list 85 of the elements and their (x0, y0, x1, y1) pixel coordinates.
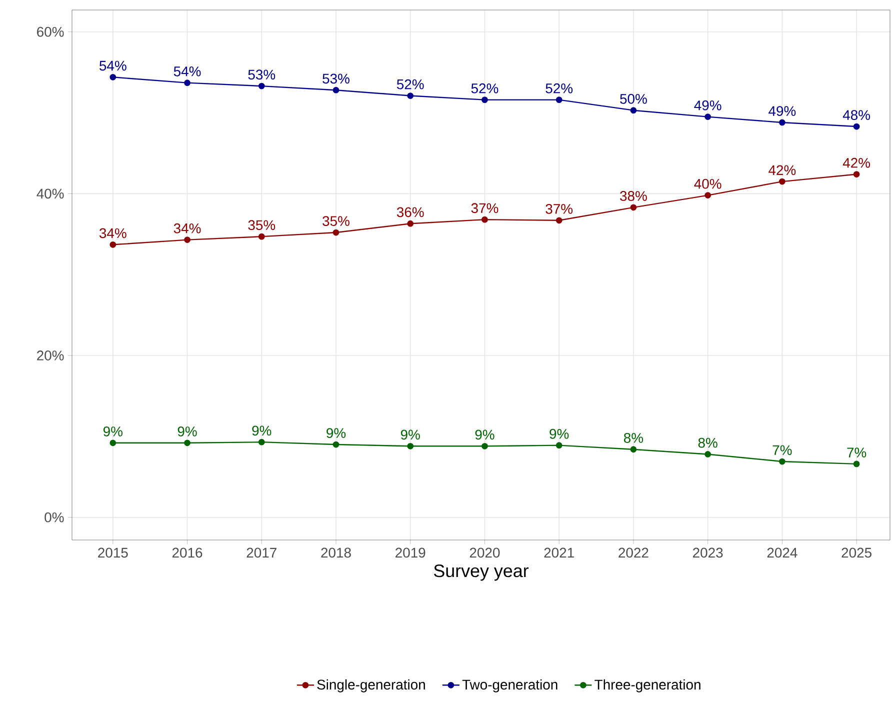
point (778, 178, 786, 185)
point (556, 217, 562, 224)
data-label: 7% (772, 445, 792, 455)
point (482, 216, 488, 223)
data-label: 8% (698, 438, 718, 448)
data-label: 50% (620, 94, 647, 104)
y-tick-label: 0% (44, 512, 64, 522)
point (332, 229, 340, 236)
data-label: 9% (400, 430, 420, 440)
data-label: 48% (842, 110, 870, 120)
x-tick-label: 2018 (321, 548, 351, 558)
data-label: 49% (694, 100, 722, 110)
data-label: 34% (99, 228, 126, 238)
point (630, 107, 637, 114)
point (258, 82, 265, 90)
data-label: 8% (624, 432, 644, 443)
point (556, 96, 562, 103)
data-label: 9% (550, 428, 569, 439)
data-label: 54% (100, 60, 126, 71)
data-label: 52% (546, 83, 573, 94)
data-label: 9% (475, 430, 494, 440)
point (704, 192, 712, 198)
x-tick-label: 2023 (693, 548, 723, 558)
point (407, 92, 414, 99)
data-label: 37% (471, 203, 498, 214)
data-label: 9% (252, 426, 272, 436)
data-label: 42% (842, 158, 870, 168)
data-label: 36% (396, 207, 424, 218)
data-label: 52% (471, 83, 498, 94)
point (778, 119, 786, 126)
data-label: 49% (768, 106, 796, 116)
data-label: 37% (546, 204, 573, 214)
point (482, 96, 488, 103)
x-axis-title: Survey year (434, 564, 529, 581)
data-label: 35% (248, 220, 276, 230)
point (110, 440, 116, 446)
point (556, 442, 562, 449)
point (258, 233, 265, 240)
point (407, 442, 414, 450)
point (407, 220, 414, 227)
data-label: 9% (178, 426, 197, 436)
point (332, 441, 340, 448)
legend-label: Three-generation (594, 679, 700, 692)
x-tick-label: 2015 (98, 548, 128, 558)
x-tick-label: 2016 (172, 548, 202, 558)
point (110, 74, 116, 80)
data-label: 40% (694, 178, 722, 189)
x-tick-label: 2022 (618, 548, 648, 558)
y-tick-label: 40% (36, 188, 64, 199)
point (184, 440, 190, 446)
data-label: 7% (847, 448, 866, 458)
point (704, 451, 712, 458)
point (332, 86, 340, 94)
data-label: 38% (620, 191, 647, 201)
x-tick-label: 2024 (767, 548, 798, 558)
point (630, 204, 637, 211)
data-label: 52% (396, 79, 424, 90)
data-label: 9% (103, 426, 122, 436)
data-label: 54% (174, 66, 201, 76)
point (853, 460, 860, 468)
data-label: 53% (322, 74, 350, 84)
point (778, 458, 786, 465)
x-tick-label: 2025 (842, 548, 872, 558)
point (853, 123, 860, 130)
y-tick-label: 20% (37, 350, 64, 360)
legend-label: Single-generation (317, 679, 425, 692)
data-label: 34% (174, 223, 201, 234)
legend-label: Two-generation (462, 679, 558, 692)
point (258, 438, 265, 446)
x-tick-label: 2020 (470, 548, 500, 558)
x-tick-label: 2021 (544, 548, 574, 558)
point (184, 80, 190, 86)
point (853, 171, 860, 178)
x-tick-label: 2019 (396, 548, 426, 558)
y-tick-label: 60% (37, 26, 64, 37)
data-label: 9% (326, 428, 346, 438)
x-tick-label: 2017 (246, 548, 276, 558)
data-label: 35% (322, 216, 350, 226)
point (704, 114, 712, 120)
point (110, 241, 116, 248)
point (184, 236, 190, 243)
point (630, 446, 637, 453)
point (482, 442, 488, 450)
data-label: 53% (248, 70, 276, 80)
data-label: 42% (768, 165, 796, 176)
